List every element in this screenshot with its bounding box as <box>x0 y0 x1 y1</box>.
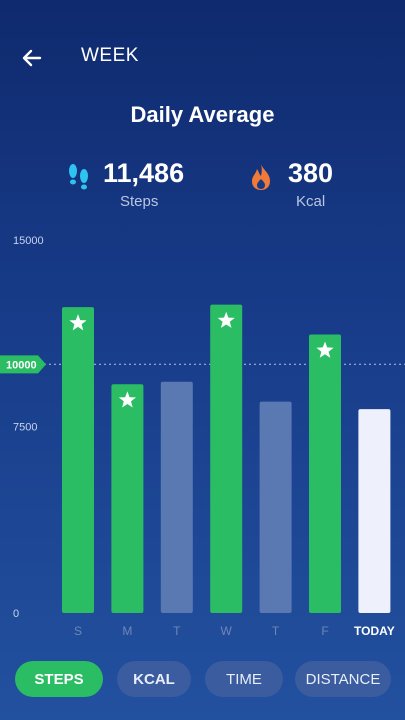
back-button[interactable] <box>18 44 46 72</box>
y-tick-label: 15000 <box>13 235 44 247</box>
bar-6 <box>358 409 390 613</box>
bar-2 <box>161 382 193 613</box>
app-header: WEEK <box>0 0 405 110</box>
tab-distance[interactable]: DISTANCE <box>295 661 391 697</box>
flame-icon <box>248 162 274 192</box>
bar-1 <box>111 384 143 613</box>
tab-time[interactable]: TIME <box>205 661 283 697</box>
day-label: F <box>321 624 328 638</box>
bar-3 <box>210 305 242 613</box>
steps-bar-chart: 0 7500 15000 10000 S M T W T F TODAY <box>0 225 405 645</box>
bar-5 <box>309 334 341 613</box>
page-header-title: WEEK <box>81 45 139 67</box>
arrow-left-icon <box>18 44 46 72</box>
steps-summary: 11,486 Steps <box>66 158 206 214</box>
day-label: M <box>122 624 132 638</box>
goal-label: 10000 <box>6 359 37 371</box>
tab-kcal[interactable]: KCAL <box>117 661 191 697</box>
tab-steps[interactable]: STEPS <box>15 661 103 697</box>
day-label: T <box>173 624 181 638</box>
metric-tabs: STEPS KCAL TIME DISTANCE <box>0 661 405 697</box>
bar-0 <box>62 307 94 613</box>
steps-unit: Steps <box>120 193 158 210</box>
y-tick-label: 7500 <box>13 422 37 434</box>
kcal-unit: Kcal <box>296 193 325 210</box>
steps-value: 11,486 <box>103 158 184 189</box>
bar-4 <box>260 402 292 613</box>
kcal-value: 380 <box>288 158 333 189</box>
day-label: TODAY <box>354 624 395 638</box>
day-label: W <box>221 624 233 638</box>
footprints-icon <box>66 162 92 192</box>
daily-average-title: Daily Average <box>0 102 405 128</box>
day-label: S <box>74 624 82 638</box>
y-tick-label: 0 <box>13 608 19 620</box>
day-label: T <box>272 624 280 638</box>
kcal-summary: 380 Kcal <box>248 158 348 214</box>
